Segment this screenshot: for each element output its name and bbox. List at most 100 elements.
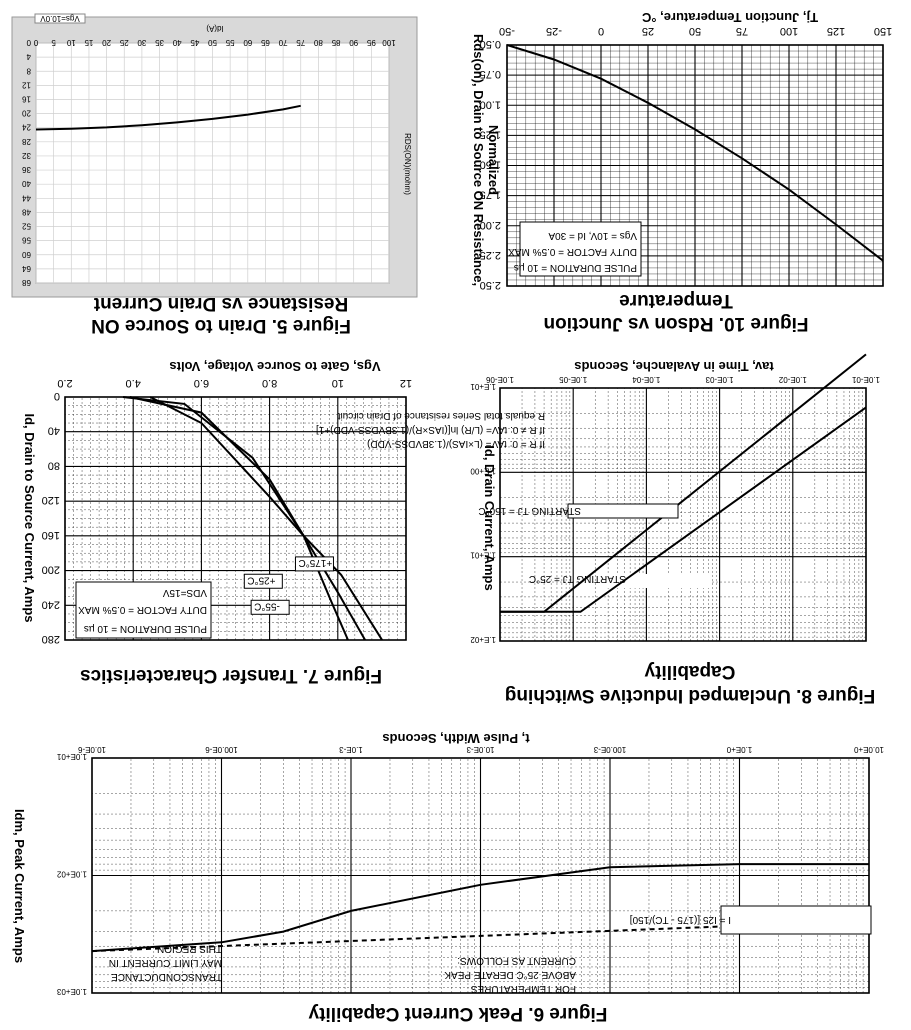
fig5-x-tick: 95 xyxy=(366,38,375,47)
fig7-conditions-box xyxy=(75,581,212,639)
fig5-x-tick: 80 xyxy=(313,38,322,47)
fig5-x-tick: 40 xyxy=(172,38,181,47)
fig5-y-tick: 0 xyxy=(26,38,31,47)
fig8-tag-150: STARTING TJ = 150°C xyxy=(478,505,581,516)
fig10-x-axis-label: Tj, Junction Temperature, °C xyxy=(641,10,818,25)
fig8-plot-frame xyxy=(499,387,867,642)
fig5-y-tick: 28 xyxy=(22,137,31,146)
fig6-marks: 10.0E-6 100.0E-6 1.0E-3 10.0E-3 100.0E-3 1.0E… xyxy=(56,745,884,996)
fig5-x-tick: 10 xyxy=(66,38,75,47)
fig7-y-tick: 120 xyxy=(42,494,60,506)
fig5-title-line-1: Figure 5. Drain to Source ON xyxy=(91,315,351,336)
fig5-y-axis-label: RDS(ON)(mohm) xyxy=(403,133,412,195)
fig7-y-tick: 0 xyxy=(54,390,60,402)
fig10-panel: -50 -25 0 25 50 75 100 125 150 0.50 0.75 1.00 1.25 1.… xyxy=(471,10,892,334)
fig5-y-tick: 8 xyxy=(26,66,31,75)
fig8-marks: 1.0E-06 1.0E-05 1.0E-04 1.0E-03 1.0E-02 1.0E-… xyxy=(470,353,880,644)
fig10-y-axis-label-line-1: Rds(on), Drain to Source ON Resistance, xyxy=(471,34,486,286)
fig5-marks: 0 5 10 15 20 25 30 35 40 45 50 55 60 65 70 75 80 85 90 95 10… xyxy=(22,38,396,287)
fig5-y-tick: 16 xyxy=(22,94,31,103)
fig8-series-2 xyxy=(500,353,867,613)
fig5-y-tick: 32 xyxy=(22,151,31,160)
fig7-y-tick: 200 xyxy=(42,564,60,576)
fig10-conditions-box xyxy=(519,221,642,277)
fig10-condition-2: DUTY FACTOR = 0.5% MAX xyxy=(508,246,637,257)
fig6-x-tick: 10.0E-3 xyxy=(466,745,495,754)
fig6-grid xyxy=(91,757,870,994)
fig6-x-tick: 1.0E-3 xyxy=(339,745,363,754)
fig6-note-transconductance: TRANSCONDUCTANCE xyxy=(111,971,222,982)
fig5-y-tick: 44 xyxy=(22,193,31,202)
fig7-series-tag: -55°C xyxy=(254,600,280,611)
fig8-x-tick: 1.0E-05 xyxy=(559,375,588,384)
fig5-x-tick: 20 xyxy=(102,38,111,47)
fig7-series-1 xyxy=(149,396,383,641)
fig10-y-tick: 1.00 xyxy=(480,98,501,110)
fig8-y-tick: 1.E+01 xyxy=(470,382,496,391)
fig8-title-line-1: Figure 8. Unclamped Inductive Switching xyxy=(505,685,876,706)
fig7-x-tick: 10 xyxy=(332,377,344,389)
fig7-plot-frame xyxy=(64,396,407,641)
fig10-title-line-2: Temperature xyxy=(619,290,733,311)
fig7-x-tick: 6.0 xyxy=(194,377,209,389)
fig6-x-tick: 1.0E+0 xyxy=(726,745,752,754)
fig5-legend-box xyxy=(34,13,86,24)
fig8-title-line-2: Capability xyxy=(644,661,735,682)
fig7-series-tag-box xyxy=(250,599,290,615)
fig6-derate-3: CURRENT AS FOLLOWS: xyxy=(457,955,576,966)
fig6-panel: 10.0E-6 100.0E-6 1.0E-3 10.0E-3 100.0E-3 1.0E… xyxy=(12,731,884,1024)
fig8-formula-rnot0: If R ≠ 0: tAV= (L/R) ln[(IAS×R)/(1.3BVDS… xyxy=(316,424,545,435)
fig10-x-tick: 50 xyxy=(689,25,701,37)
fig8-tag-25-bg xyxy=(596,574,711,588)
fig8-x-tick: 1.0E-06 xyxy=(485,375,514,384)
fig10-y-axis-label-line-2: Normalized xyxy=(486,125,501,195)
fig7-y-tick: 280 xyxy=(42,633,60,645)
fig5-y-tick: 24 xyxy=(22,123,31,132)
fig6-x-tick: 10.0E-6 xyxy=(77,745,106,754)
fig7-y-tick: 40 xyxy=(48,425,60,437)
fig8-formula-note: R equals total Series resistance of Drai… xyxy=(337,410,545,421)
fig7-condition-1: VDS=15V xyxy=(162,587,207,598)
fig6-y-tick: 1.0E+01 xyxy=(56,752,87,761)
fig7-series-3 xyxy=(122,396,349,641)
fig6-plot-frame xyxy=(91,757,870,994)
fig6-y-axis-label: Idm, Peak Current, Amps xyxy=(12,809,27,963)
fig10-title-line-1: Figure 10. Rdson vs Junction xyxy=(544,313,809,334)
fig10-y-tick: 1.50 xyxy=(480,159,501,171)
fig5-x-tick: 5 xyxy=(51,38,56,47)
fig5-y-tick: 64 xyxy=(22,264,31,273)
fig5-x-axis-label: Id(A) xyxy=(206,24,224,33)
fig6-derate-2: ABOVE 25°C DERATE PEAK xyxy=(444,969,576,980)
fig5-x-tick: 25 xyxy=(119,38,128,47)
fig5-series-line xyxy=(35,104,301,131)
fig6-x-tick: 10.0E+0 xyxy=(853,745,884,754)
fig6-transconductance-dashed xyxy=(91,921,830,953)
fig5-panel: 0 5 10 15 20 25 30 35 40 45 50 55 60 65 70 75 80 85 90 95 10… xyxy=(11,13,418,336)
fig10-x-tick: 0 xyxy=(598,25,604,37)
fig7-series-tag: +175°C xyxy=(298,557,332,568)
fig5-title-line-2: Resistance vs Drain Current xyxy=(93,293,348,314)
fig10-y-tick: 2.50 xyxy=(480,279,501,291)
fig5-y-tick: 48 xyxy=(22,207,31,216)
fig10-y-tick: 1.25 xyxy=(480,128,501,140)
fig5-y-tick: 40 xyxy=(22,179,31,188)
fig6-title: Figure 6. Peak Current Capability xyxy=(308,1003,607,1024)
fig5-x-tick: 35 xyxy=(155,38,164,47)
fig8-y-tick: 1.E+01 xyxy=(470,551,496,560)
fig8-x-tick: 1.0E-02 xyxy=(778,375,807,384)
fig6-x-tick: 100.0E-6 xyxy=(205,745,238,754)
fig10-x-tick: 100 xyxy=(780,25,798,37)
fig7-series-tag-box xyxy=(294,556,334,572)
fig5-x-tick: 65 xyxy=(260,38,269,47)
fig8-y-tick: 1.E+00 xyxy=(470,466,496,475)
fig8-grid xyxy=(499,387,867,642)
fig6-formula-box xyxy=(720,905,872,935)
fig5-x-tick: 70 xyxy=(278,38,287,47)
fig10-series-line xyxy=(506,44,884,262)
fig5-legend-label: Vgs=10.0V xyxy=(40,14,80,23)
fig7-x-axis-label: Vgs, Gate to Source Voltage, Volts xyxy=(169,359,380,374)
fig6-x-tick: 100.0E-3 xyxy=(593,745,626,754)
